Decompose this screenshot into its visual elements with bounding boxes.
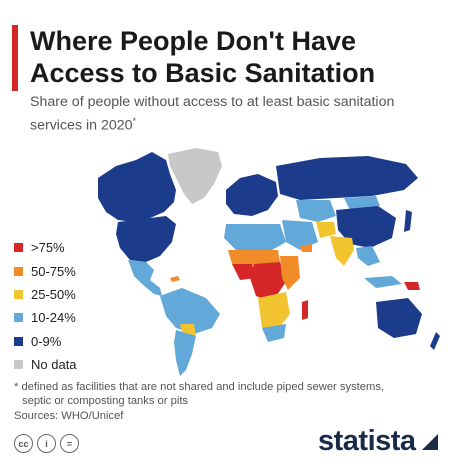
subtitle-line-2: services in 2020 — [30, 117, 133, 134]
region-central-america — [142, 280, 162, 296]
region-usa — [116, 216, 176, 262]
region-mexico — [128, 260, 154, 284]
brand-logo[interactable]: statista — [318, 425, 440, 458]
brand-name: statista — [318, 425, 416, 457]
region-india — [330, 236, 354, 266]
region-west-africa — [232, 264, 256, 280]
region-southern-africa — [258, 292, 290, 334]
region-australia — [376, 298, 422, 338]
region-middle-east — [282, 220, 318, 250]
legend: >75% 50-75% 25-50% 10-24% 0-9% No data — [14, 236, 77, 376]
page-title: Where People Don't Have Access to Basic … — [30, 25, 460, 89]
legend-label: 25-50% — [31, 286, 76, 302]
legend-label: No data — [31, 357, 77, 373]
legend-label: 0-9% — [31, 333, 62, 349]
region-indonesia — [364, 276, 402, 288]
footnote-line-1: * defined as facilities that are not sha… — [14, 381, 385, 393]
sources: Sources: WHO/Unicef — [14, 410, 124, 422]
region-madagascar — [302, 300, 308, 320]
region-europe — [226, 174, 278, 216]
region-central-africa — [250, 262, 286, 302]
legend-swatch — [14, 243, 23, 253]
region-mongolia — [344, 196, 380, 210]
attribution-icon[interactable]: i — [37, 434, 56, 453]
legend-swatch — [14, 360, 23, 370]
region-yemen — [300, 244, 312, 252]
no-derivatives-icon[interactable]: = — [60, 434, 79, 453]
legend-swatch — [14, 313, 23, 323]
region-china — [336, 206, 396, 248]
legend-label: >75% — [31, 240, 65, 256]
region-south-africa — [262, 324, 286, 342]
world-map — [98, 148, 440, 376]
legend-swatch — [14, 266, 23, 276]
region-russia — [276, 156, 418, 200]
legend-label: 50-75% — [31, 263, 76, 279]
legend-swatch — [14, 289, 23, 299]
subtitle-line-1: Share of people without access to at lea… — [30, 94, 395, 110]
region-south-america-south — [174, 330, 196, 376]
legend-item: 10-24% — [14, 306, 77, 329]
region-new-zealand — [430, 332, 440, 350]
region-sahel — [228, 250, 280, 266]
legend-label: 10-24% — [31, 310, 76, 326]
region-canada — [98, 152, 176, 222]
accent-bar — [12, 25, 18, 91]
legend-item: 50-75% — [14, 259, 77, 282]
region-south-america-north — [160, 288, 220, 334]
region-papua-new-guinea — [404, 282, 420, 290]
region-north-africa — [224, 224, 286, 250]
statista-mark-icon — [421, 433, 438, 450]
footnote: * defined as facilities that are not sha… — [14, 380, 454, 408]
region-central-asia — [296, 200, 336, 222]
region-afghanistan-pakistan — [316, 222, 336, 238]
subtitle-marker: * — [132, 116, 137, 126]
region-greenland — [168, 148, 222, 204]
legend-swatch — [14, 336, 23, 346]
title-line-1: Where People Don't Have — [30, 26, 356, 56]
region-east-africa — [280, 256, 300, 290]
region-southeast-asia — [356, 246, 380, 266]
title-line-2: Access to Basic Sanitation — [30, 58, 376, 88]
legend-item: >75% — [14, 236, 77, 259]
footnote-line-2: septic or composting tanks or pits — [22, 395, 189, 407]
subtitle: Share of people without access to at lea… — [30, 93, 460, 136]
license-icons: cc i = — [14, 434, 79, 453]
region-japan — [404, 210, 412, 232]
cc-icon[interactable]: cc — [14, 434, 33, 453]
legend-item: 0-9% — [14, 330, 77, 353]
legend-item: No data — [14, 353, 77, 376]
legend-item: 25-50% — [14, 283, 77, 306]
region-haiti — [170, 276, 180, 282]
